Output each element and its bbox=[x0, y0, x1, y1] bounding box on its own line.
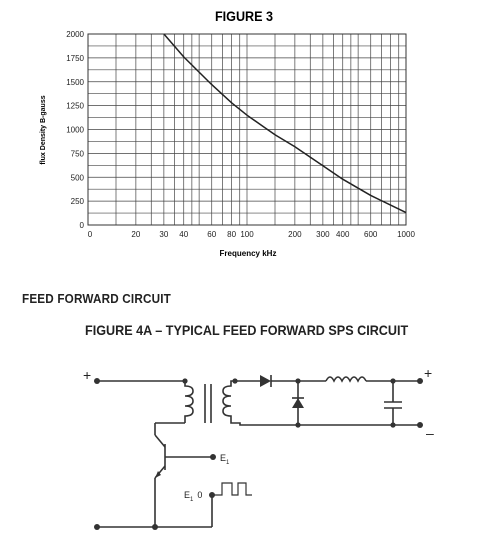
x-tick-label: 600 bbox=[364, 230, 378, 239]
freewheel-diode-triangle bbox=[292, 398, 304, 408]
e1-source-label: E1 0 bbox=[184, 490, 202, 503]
primary-winding bbox=[184, 381, 194, 423]
junction-secondary-top bbox=[232, 378, 238, 384]
minus-right-label: – bbox=[426, 425, 434, 441]
x-tick-label: 300 bbox=[316, 230, 330, 239]
y-axis-label: flux Density B-gauss bbox=[40, 95, 47, 164]
x-tick-label: 0 bbox=[88, 230, 93, 239]
y-tick-labels: 0 250 500 750 1000 1250 1500 1750 2000 bbox=[66, 30, 84, 230]
inductor bbox=[325, 376, 367, 383]
secondary-winding bbox=[222, 380, 296, 426]
x-tick-label: 60 bbox=[207, 230, 216, 239]
diode-triangle bbox=[260, 375, 271, 387]
terminal-bottom-left bbox=[94, 524, 100, 530]
figure-3-chart: FIGURE 3 025050075010001250150017502000 … bbox=[40, 8, 416, 258]
plus-left-label: + bbox=[83, 367, 91, 383]
x-tick-label: 400 bbox=[336, 230, 350, 239]
y-tick-label: 500 bbox=[71, 173, 85, 182]
x-tick-label: 100 bbox=[240, 230, 254, 239]
x-tick-label: 200 bbox=[288, 230, 302, 239]
x-tick-label: 40 bbox=[179, 230, 188, 239]
flux-density-curve bbox=[163, 33, 407, 214]
x-axis-label: Frequency kHz bbox=[220, 249, 277, 258]
terminal-bottom-right bbox=[417, 422, 423, 428]
plot-frame bbox=[87, 33, 407, 226]
y-tick-label: 750 bbox=[71, 149, 85, 158]
junction-bottom bbox=[152, 524, 158, 530]
y-tick-label: 1750 bbox=[66, 54, 84, 63]
figure-4a-title: FIGURE 4A – TYPICAL FEED FORWARD SPS CIR… bbox=[85, 322, 409, 338]
pulse-waveform bbox=[212, 482, 252, 496]
section-heading: FEED FORWARD CIRCUIT bbox=[22, 291, 171, 306]
junction-cap-bottom bbox=[390, 422, 396, 428]
x-tick-label: 20 bbox=[131, 230, 140, 239]
terminal-source bbox=[209, 492, 215, 498]
junction-cap-top bbox=[390, 378, 396, 384]
y-tick-label: 1000 bbox=[66, 126, 84, 135]
junction-diode-top bbox=[295, 378, 301, 384]
terminal-top-left bbox=[94, 378, 100, 384]
terminal-top-right bbox=[417, 378, 423, 384]
feed-forward-circuit-diagram: + + – E1 E1 0 bbox=[83, 365, 434, 530]
x-tick-labels: 0 20 30 40 60 80 100 200 300 400 600 1000 bbox=[88, 230, 416, 239]
collector-lead bbox=[154, 434, 166, 448]
y-tick-label: 2000 bbox=[66, 30, 84, 39]
y-tick-label: 250 bbox=[71, 197, 85, 206]
junction-diode-bottom bbox=[295, 422, 301, 428]
emitter-arrow bbox=[155, 471, 161, 478]
chart-grid bbox=[87, 33, 407, 226]
junction-primary-top bbox=[182, 378, 188, 384]
y-tick-label: 1250 bbox=[66, 102, 84, 111]
e1-label: E1 bbox=[220, 453, 230, 466]
y-tick-label: 1500 bbox=[66, 78, 84, 87]
x-tick-label: 30 bbox=[159, 230, 168, 239]
x-tick-label: 80 bbox=[227, 230, 236, 239]
terminal-base bbox=[210, 454, 216, 460]
y-tick-label: 0 bbox=[80, 221, 85, 230]
plus-right-label: + bbox=[424, 365, 432, 381]
chart-title: FIGURE 3 bbox=[215, 8, 273, 24]
x-tick-label: 1000 bbox=[397, 230, 415, 239]
